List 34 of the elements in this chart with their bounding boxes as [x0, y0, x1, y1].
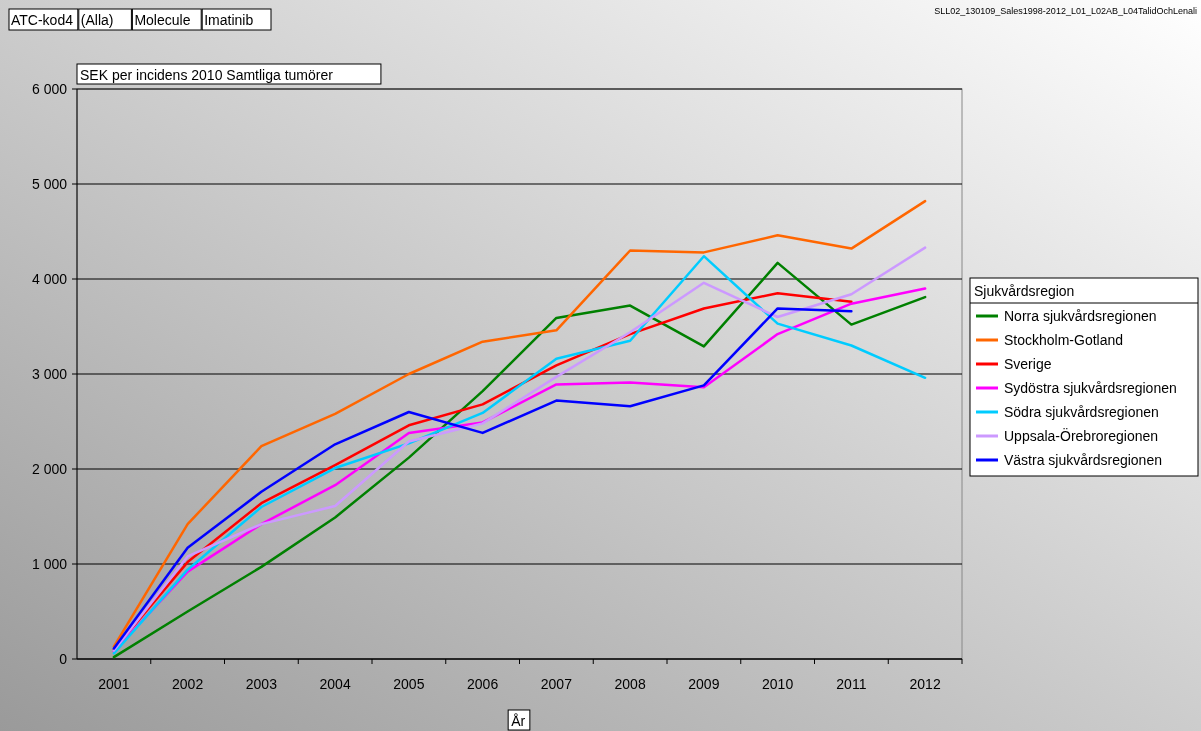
x-tick-label: 2009	[688, 676, 720, 692]
text: Imatinib	[204, 12, 254, 28]
legend-label: Västra sjukvårdsregionen	[1004, 452, 1162, 468]
x-tick-label: 2012	[909, 676, 941, 692]
x-tick-label: 2002	[172, 676, 204, 692]
legend-title: Sjukvårdsregion	[974, 283, 1075, 299]
x-tick-label: 2004	[319, 676, 351, 692]
legend-label: Sydöstra sjukvårdsregionen	[1004, 380, 1177, 396]
text: (Alla)	[80, 12, 114, 28]
x-tick-label: 2008	[614, 676, 646, 692]
x-tick-label: 2010	[762, 676, 794, 692]
x-tick-label: 2001	[98, 676, 130, 692]
legend-label: Stockholm-Gotland	[1004, 332, 1124, 348]
chart-title: SEK per incidens 2010 Samtliga tumörer	[80, 67, 334, 83]
y-tick-label: 3 000	[31, 366, 68, 382]
text: SLL02_130109_Sales1998-2012_L01_L02AB_L04TalidOchLenali	[934, 6, 1197, 16]
y-tick-label: 4 000	[31, 271, 68, 287]
x-tick-label: 2005	[393, 676, 425, 692]
x-tick-label: 2006	[467, 676, 499, 692]
legend-label: Södra sjukvårdsregionen	[1004, 404, 1159, 420]
y-tick-label: 1 000	[31, 556, 68, 572]
x-axis-title: År	[511, 713, 526, 729]
y-tick-label: 2 000	[31, 461, 68, 477]
text: Molecule	[134, 12, 191, 28]
x-tick-label: 2003	[245, 676, 278, 692]
y-tick-label: 0	[59, 651, 68, 667]
legend-label: Norra sjukvårdsregionen	[1004, 308, 1157, 324]
legend-label: Sverige	[1004, 356, 1052, 372]
y-tick-label: 6 000	[31, 81, 68, 97]
y-tick-label: 5 000	[31, 176, 68, 192]
legend-label: Uppsala-Örebroregionen	[1004, 427, 1159, 444]
x-tick-label: 2011	[836, 676, 867, 692]
x-tick-label: 2007	[540, 676, 573, 692]
text: ATC-kod4	[11, 12, 74, 28]
